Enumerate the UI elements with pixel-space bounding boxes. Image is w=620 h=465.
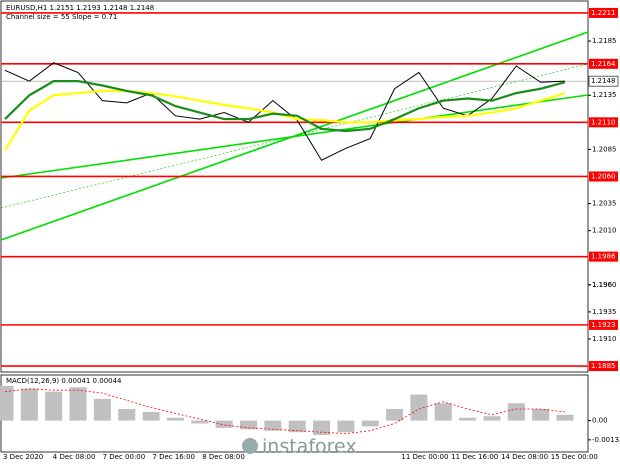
channel-lower <box>0 94 589 179</box>
level-box <box>589 58 618 69</box>
macd-bar <box>191 420 209 424</box>
y-tick-label: 1.2035 <box>592 200 617 208</box>
level-text: 1.1986 <box>591 253 616 261</box>
macd-bar <box>313 420 331 436</box>
macd-bar <box>69 387 87 421</box>
level-text: 1.2211 <box>591 9 616 17</box>
y-tick-label: 1.1910 <box>592 335 617 343</box>
macd-title: MACD(12,26,9) 0.00041 0.00044 <box>6 377 122 385</box>
macd-bar <box>507 403 525 421</box>
level-label: 1.2110 <box>589 117 618 128</box>
level-label: 1.1986 <box>589 251 618 262</box>
level-box <box>589 251 618 262</box>
macd-bar <box>386 409 404 421</box>
macd-bar <box>532 409 550 421</box>
x-tick-label: 11 Dec 16:00 <box>451 453 498 461</box>
x-tick-label: 7 Dec 16:00 <box>152 453 195 461</box>
x-tick-label: 8 Dec 08:00 <box>202 453 245 461</box>
macd-bar <box>166 417 184 421</box>
x-tick-label: 14 Dec 08:00 <box>501 453 548 461</box>
level-label: 1.1923 <box>589 319 618 330</box>
macd-bar <box>556 414 574 421</box>
x-tick-label: 11 Dec 00:00 <box>401 453 448 461</box>
watermark-logo <box>242 438 258 454</box>
macd-bar <box>142 411 160 421</box>
price-line <box>4 62 566 161</box>
macd-bar <box>410 394 428 421</box>
macd-bar <box>0 385 14 421</box>
macd-bar <box>483 416 501 421</box>
macd-bar <box>264 420 282 431</box>
macd-bar <box>434 403 452 421</box>
channel-mid <box>0 63 589 209</box>
x-tick-label: 3 Dec 2020 <box>3 453 43 461</box>
signal-line <box>4 388 566 435</box>
macd-bar <box>215 420 233 428</box>
macd-bar <box>239 420 257 430</box>
current-price-label: 1.2148 <box>591 77 616 85</box>
y-tick-label: 1.2010 <box>592 227 617 235</box>
level-box <box>589 361 618 372</box>
level-box <box>589 7 618 18</box>
macd-bar <box>118 409 136 421</box>
y-tick-label: 1.196 <box>592 281 613 289</box>
macd-bar <box>288 420 306 433</box>
level-box <box>589 319 618 330</box>
level-text: 1.2060 <box>591 172 616 180</box>
price-frame <box>0 0 589 373</box>
x-tick-label: 7 Dec 00:00 <box>103 453 146 461</box>
y-tick-label: 1.1935 <box>592 308 617 316</box>
moving-average <box>4 80 566 133</box>
current-price-box <box>588 75 619 87</box>
watermark: instaforex <box>242 436 357 458</box>
level-label: 1.1885 <box>589 361 618 372</box>
macd-bar <box>93 398 111 421</box>
y-tick-label: 0.00 <box>592 417 608 425</box>
level-text: 1.2110 <box>591 118 616 126</box>
level-label: 1.2211 <box>589 7 618 18</box>
y-tick-label: 1.2135 <box>592 91 617 99</box>
level-box <box>589 117 618 128</box>
level-text: 1.2164 <box>591 60 616 68</box>
macd-bar <box>459 417 477 421</box>
watermark-text: instaforex <box>262 436 357 458</box>
macd-bar <box>20 388 38 421</box>
level-box <box>589 171 618 182</box>
level-text: 1.1923 <box>591 321 616 329</box>
level-text: 1.1885 <box>591 362 616 370</box>
x-tick-label: 4 Dec 08:00 <box>53 453 96 461</box>
y-tick-label: 1.2185 <box>592 37 617 45</box>
macd-bar <box>361 420 379 427</box>
y-tick-label: 1.2085 <box>592 145 617 153</box>
y-tick-label: -0.00133 <box>592 436 620 444</box>
y-tick-label: 1.1960 <box>592 281 617 289</box>
chart-title: EURUSD,H1 1.2151 1.2193 1.2148 1.2148 <box>6 4 154 12</box>
x-tick-label: 15 Dec 00:00 <box>551 453 598 461</box>
macd-bar <box>45 391 63 421</box>
subtitle: Channel size = 55 Slope = 0.71 <box>6 13 117 21</box>
level-label: 1.2060 <box>589 171 618 182</box>
macd-bar <box>337 420 355 433</box>
level-label: 1.2164 <box>589 58 618 69</box>
